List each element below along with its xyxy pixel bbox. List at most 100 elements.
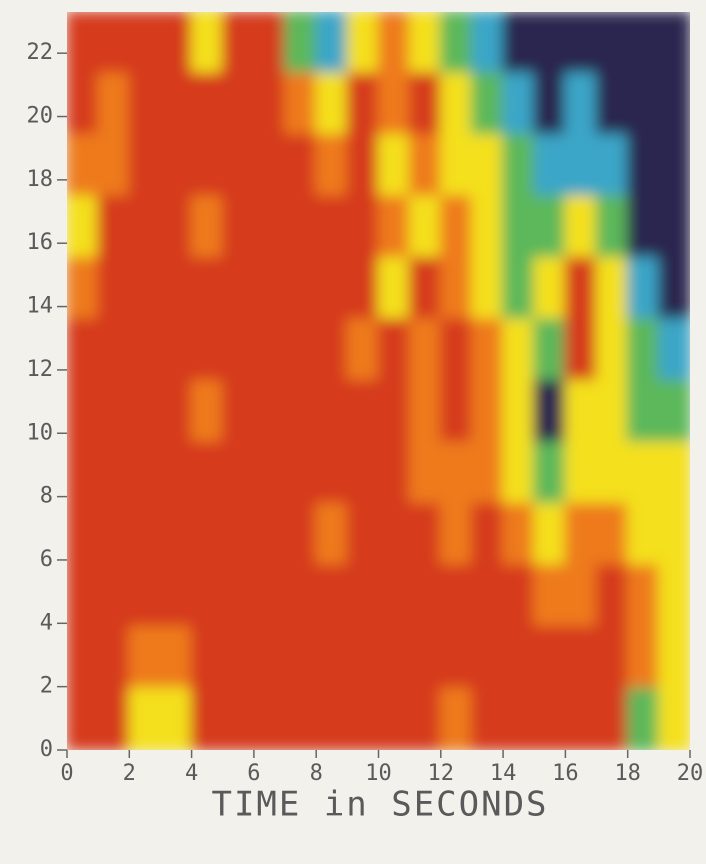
- heat-cell: [284, 134, 318, 198]
- heat-cell: [315, 72, 349, 136]
- heat-cell: [252, 441, 287, 505]
- heat-cell: [470, 257, 505, 321]
- heat-cell: [564, 380, 598, 444]
- heat-cell: [252, 257, 287, 321]
- heat-cell: [564, 134, 598, 198]
- y-tick-label: 2: [40, 674, 53, 699]
- heat-cell: [657, 318, 690, 382]
- heat-cell: [190, 12, 224, 75]
- heat-cell: [346, 503, 380, 567]
- heat-cell: [97, 195, 131, 259]
- heat-cell: [377, 626, 411, 690]
- heat-cell: [657, 195, 690, 259]
- heat-cell: [284, 626, 318, 690]
- heat-cell: [346, 72, 380, 136]
- heat-cell: [657, 503, 690, 567]
- heat-cell: [626, 626, 660, 690]
- heat-cell: [595, 687, 629, 750]
- heat-cell: [252, 12, 287, 75]
- heat-cell: [221, 134, 255, 198]
- y-tick-label: 22: [27, 40, 54, 65]
- heat-cell: [408, 564, 442, 628]
- heat-cell: [533, 503, 567, 567]
- heat-cell: [502, 687, 536, 750]
- heat-cell: [346, 12, 380, 75]
- heat-cell: [439, 195, 473, 259]
- heat-cell: [67, 257, 100, 321]
- heat-cell: [97, 503, 131, 567]
- heat-cell: [626, 503, 660, 567]
- heat-cell: [470, 195, 505, 259]
- heat-cell: [657, 380, 690, 444]
- heat-cell: [439, 72, 473, 136]
- heat-cell: [439, 687, 473, 750]
- y-tick-label: 12: [27, 357, 54, 382]
- heat-cell: [564, 318, 598, 382]
- heat-cell: [159, 564, 193, 628]
- heat-cell: [128, 503, 162, 567]
- heat-cell: [626, 564, 660, 628]
- heat-cell: [626, 257, 660, 321]
- heat-cell: [284, 72, 318, 136]
- heat-cell: [159, 72, 193, 136]
- heat-cell: [377, 687, 411, 750]
- heat-cell: [128, 195, 162, 259]
- heat-cell: [626, 195, 660, 259]
- heat-cell: [159, 134, 193, 198]
- heat-cell: [128, 134, 162, 198]
- heat-cell: [159, 687, 193, 750]
- heat-cell: [221, 12, 255, 75]
- heat-cell: [346, 257, 380, 321]
- heat-cell: [190, 441, 224, 505]
- heat-cell: [128, 257, 162, 321]
- heat-cell: [190, 564, 224, 628]
- heat-cell: [190, 687, 224, 750]
- heat-cell: [97, 626, 131, 690]
- x-tick-label: 12: [428, 761, 455, 786]
- heat-cell: [128, 12, 162, 75]
- heat-cell: [564, 12, 598, 75]
- heat-cell: [626, 441, 660, 505]
- x-tick-label: 18: [614, 761, 641, 786]
- x-tick-label: 6: [247, 761, 260, 786]
- heat-cell: [439, 503, 473, 567]
- x-tick-label: 4: [185, 761, 198, 786]
- heat-cell: [190, 72, 224, 136]
- heat-cell: [159, 441, 193, 505]
- heat-cell: [595, 503, 629, 567]
- heat-cell: [315, 626, 349, 690]
- heat-cell: [626, 12, 660, 75]
- heat-cell: [346, 441, 380, 505]
- heat-cell: [533, 195, 567, 259]
- heat-cell: [595, 626, 629, 690]
- heat-cell: [470, 380, 505, 444]
- heat-cell: [408, 626, 442, 690]
- heat-cell: [284, 195, 318, 259]
- heat-cell: [657, 564, 690, 628]
- heat-cell: [97, 12, 131, 75]
- heat-cell: [377, 134, 411, 198]
- heat-cell: [252, 318, 287, 382]
- heat-cell: [595, 380, 629, 444]
- heat-cell: [221, 503, 255, 567]
- heat-cell: [377, 380, 411, 444]
- y-tick-label: 0: [40, 737, 53, 762]
- heat-cell: [626, 687, 660, 750]
- heat-cell: [159, 12, 193, 75]
- heat-cell: [408, 687, 442, 750]
- heat-cell: [252, 687, 287, 750]
- heat-cell: [159, 257, 193, 321]
- heat-cell: [564, 195, 598, 259]
- heat-cell: [595, 564, 629, 628]
- heat-cell: [97, 72, 131, 136]
- heat-cell: [657, 687, 690, 750]
- heat-cell: [626, 380, 660, 444]
- heat-cell: [97, 380, 131, 444]
- heat-cell: [657, 72, 690, 136]
- heat-cell: [190, 503, 224, 567]
- heat-cell: [657, 626, 690, 690]
- heat-cell: [657, 134, 690, 198]
- heat-cell: [159, 195, 193, 259]
- heat-cell: [408, 503, 442, 567]
